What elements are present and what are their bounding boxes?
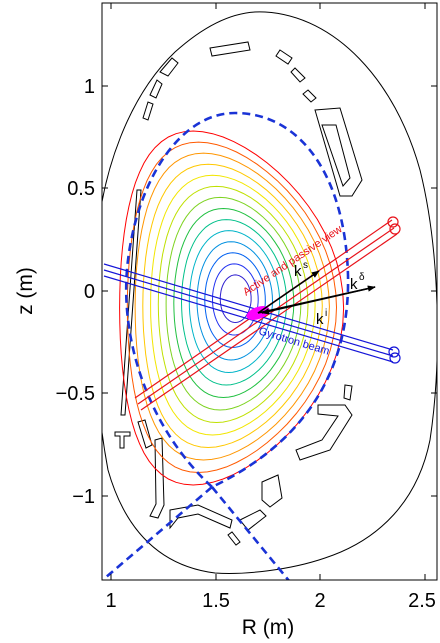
wall-tile-upper-left-3 [142,101,154,121]
y-tick-label-5: −1 [72,486,95,508]
vacuum-vessel-outline [102,11,437,574]
passive-stabilizer-plate [314,107,363,197]
t-shaped-port-flange [114,431,131,449]
inner-wall-tile [120,189,142,416]
ki-arrow [261,286,376,315]
y-tick-label-4: −0.5 [56,383,95,405]
view-beam-edge-2 [137,227,395,405]
wall-tile-upper-right-3 [302,89,317,103]
ks-label: k s [294,260,308,280]
y-tick-label-1: 1 [84,76,95,98]
separatrix-core [124,111,350,489]
flux-contour-5 [150,174,316,436]
flux-contour-8 [173,207,295,399]
ki-label: k i [316,308,327,328]
ks-label-sup: s [303,260,308,271]
flux-contour-2 [126,141,338,474]
kdelta-label-base: k [350,276,358,293]
flux-contour-9 [180,219,288,386]
y-tick-label-3: 0 [84,281,95,303]
separatrix-leg-right [210,486,291,580]
divertor-tile-right-2 [239,509,267,531]
divertor-tile-right-3 [227,531,241,546]
view-beam-edge-3 [140,233,398,411]
wall-tile-top [209,41,251,57]
x-tick-label-3: 2 [314,590,325,612]
ki-label-sup: i [325,308,327,319]
view-beam-end-ring-1 [387,216,399,228]
wave-vectors [257,270,376,315]
first-wall-components [114,41,363,546]
separatrix-leg-left [104,486,213,579]
wall-tile-upper-right-2 [290,67,306,83]
divertor-plate-right [261,474,283,508]
divertor-dome [169,504,233,530]
kdelta-label-sup: δ [359,272,365,283]
gyrotron-beam-end-ring-2 [388,346,400,358]
y-axis-title: z (m) [14,267,37,315]
axis-ticks [102,3,437,580]
flux-contour-7 [165,196,302,411]
divertor-plate-left [149,437,165,519]
wall-tile-upper-right [275,49,293,65]
separatrix [104,111,350,580]
kdelta-label: k δ [350,272,365,293]
flux-contour-12 [204,252,266,349]
passive-stabilizer-inner [321,124,351,187]
y-tick-label-2: 0.5 [67,178,95,200]
wall-tile-upper-left [159,57,179,77]
x-tick-label-4: 2.5 [408,590,436,612]
flux-contour-3 [134,152,330,461]
flux-contour-4 [142,163,323,449]
gyrotron-beam-edge-1 [103,263,394,351]
divertor-tile-left [137,419,153,449]
outer-wall-tile-low [343,384,353,401]
ks-label-base: k [294,263,302,280]
ks-arrow [257,270,320,314]
flux-contour-6 [157,185,309,424]
view-beam-end-ring-2 [389,223,401,235]
x-tick-label-2: 1.5 [202,590,230,612]
ki-label-base: k [316,311,324,328]
flux-contour-11 [196,241,274,361]
x-axis-title: R (m) [242,616,294,639]
x-tick-label-1: 1 [105,590,116,612]
lower-right-plate [295,404,353,461]
gyrotron-beam-end-ring-3 [389,352,401,364]
wall-tile-upper-left-2 [149,79,163,99]
